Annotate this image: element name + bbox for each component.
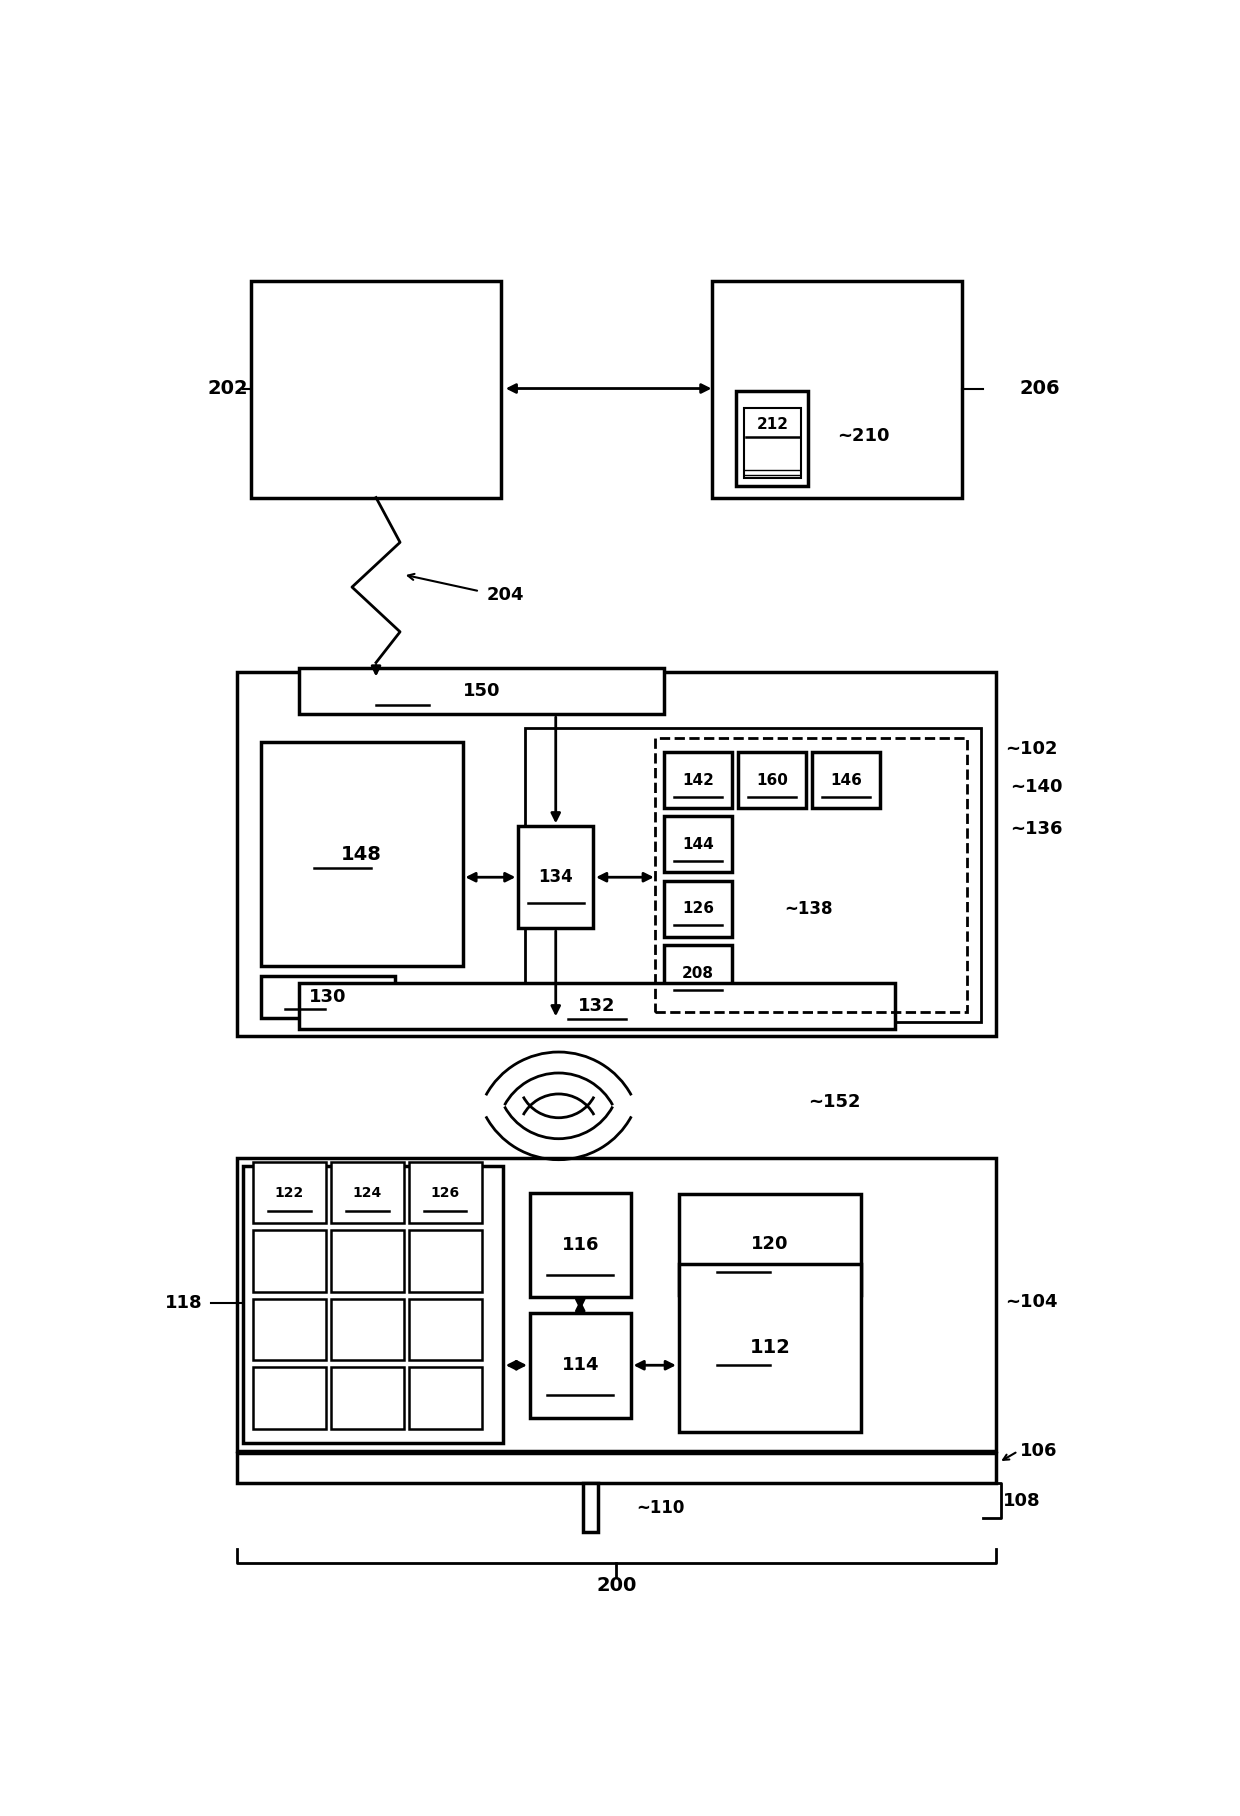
Text: 142: 142 — [682, 772, 714, 788]
FancyBboxPatch shape — [665, 881, 732, 937]
Text: 200: 200 — [596, 1576, 636, 1594]
Text: 114: 114 — [562, 1357, 599, 1375]
FancyBboxPatch shape — [583, 1484, 598, 1533]
FancyBboxPatch shape — [409, 1162, 481, 1224]
Text: 212: 212 — [756, 418, 789, 432]
FancyBboxPatch shape — [299, 982, 895, 1030]
Text: 160: 160 — [756, 772, 787, 788]
FancyBboxPatch shape — [525, 728, 982, 1022]
Text: 120: 120 — [751, 1235, 789, 1253]
Text: 108: 108 — [1003, 1493, 1040, 1509]
FancyBboxPatch shape — [253, 1298, 326, 1360]
FancyBboxPatch shape — [253, 1229, 326, 1291]
FancyBboxPatch shape — [260, 975, 396, 1017]
FancyBboxPatch shape — [409, 1367, 481, 1429]
Text: 204: 204 — [486, 587, 525, 605]
Text: ~104: ~104 — [1006, 1293, 1058, 1311]
FancyBboxPatch shape — [678, 1193, 862, 1295]
FancyBboxPatch shape — [237, 672, 996, 1035]
FancyBboxPatch shape — [253, 1367, 326, 1429]
Text: 124: 124 — [352, 1186, 382, 1200]
FancyBboxPatch shape — [678, 1264, 862, 1431]
Text: 126: 126 — [682, 901, 714, 917]
FancyBboxPatch shape — [409, 1229, 481, 1291]
FancyBboxPatch shape — [665, 944, 732, 1001]
FancyBboxPatch shape — [665, 752, 732, 808]
Text: 118: 118 — [165, 1295, 203, 1311]
Text: ~110: ~110 — [636, 1498, 684, 1516]
Text: ~210: ~210 — [837, 427, 890, 445]
FancyBboxPatch shape — [260, 743, 463, 966]
Text: 122: 122 — [275, 1186, 304, 1200]
FancyBboxPatch shape — [237, 1157, 996, 1451]
Text: 146: 146 — [830, 772, 862, 788]
Text: 126: 126 — [430, 1186, 460, 1200]
FancyBboxPatch shape — [738, 752, 806, 808]
FancyBboxPatch shape — [744, 409, 801, 478]
FancyBboxPatch shape — [237, 1453, 996, 1484]
FancyBboxPatch shape — [518, 826, 593, 928]
FancyBboxPatch shape — [299, 668, 665, 714]
FancyBboxPatch shape — [737, 390, 808, 487]
Text: ~140: ~140 — [1011, 777, 1063, 795]
FancyBboxPatch shape — [409, 1298, 481, 1360]
Text: ~152: ~152 — [808, 1093, 861, 1111]
Text: ~138: ~138 — [785, 899, 833, 917]
Text: 132: 132 — [578, 997, 616, 1015]
FancyBboxPatch shape — [665, 817, 732, 872]
Text: 208: 208 — [682, 966, 714, 981]
FancyBboxPatch shape — [331, 1162, 404, 1224]
Text: 130: 130 — [309, 988, 347, 1006]
FancyBboxPatch shape — [529, 1193, 631, 1297]
Text: 148: 148 — [341, 844, 382, 864]
Text: ~136: ~136 — [1011, 821, 1063, 837]
FancyBboxPatch shape — [529, 1313, 631, 1418]
FancyBboxPatch shape — [331, 1229, 404, 1291]
FancyBboxPatch shape — [812, 752, 879, 808]
Text: 206: 206 — [1019, 380, 1060, 398]
FancyBboxPatch shape — [253, 1162, 326, 1224]
Text: 116: 116 — [562, 1237, 599, 1255]
Text: 144: 144 — [682, 837, 714, 852]
FancyBboxPatch shape — [331, 1298, 404, 1360]
Text: 134: 134 — [538, 868, 573, 886]
Text: 112: 112 — [750, 1338, 790, 1357]
FancyBboxPatch shape — [712, 281, 962, 498]
Text: 106: 106 — [1019, 1442, 1058, 1460]
Text: ~102: ~102 — [1006, 741, 1058, 759]
FancyBboxPatch shape — [243, 1166, 503, 1444]
Text: 202: 202 — [208, 380, 248, 398]
FancyBboxPatch shape — [250, 281, 501, 498]
Text: 150: 150 — [463, 683, 501, 701]
FancyBboxPatch shape — [331, 1367, 404, 1429]
